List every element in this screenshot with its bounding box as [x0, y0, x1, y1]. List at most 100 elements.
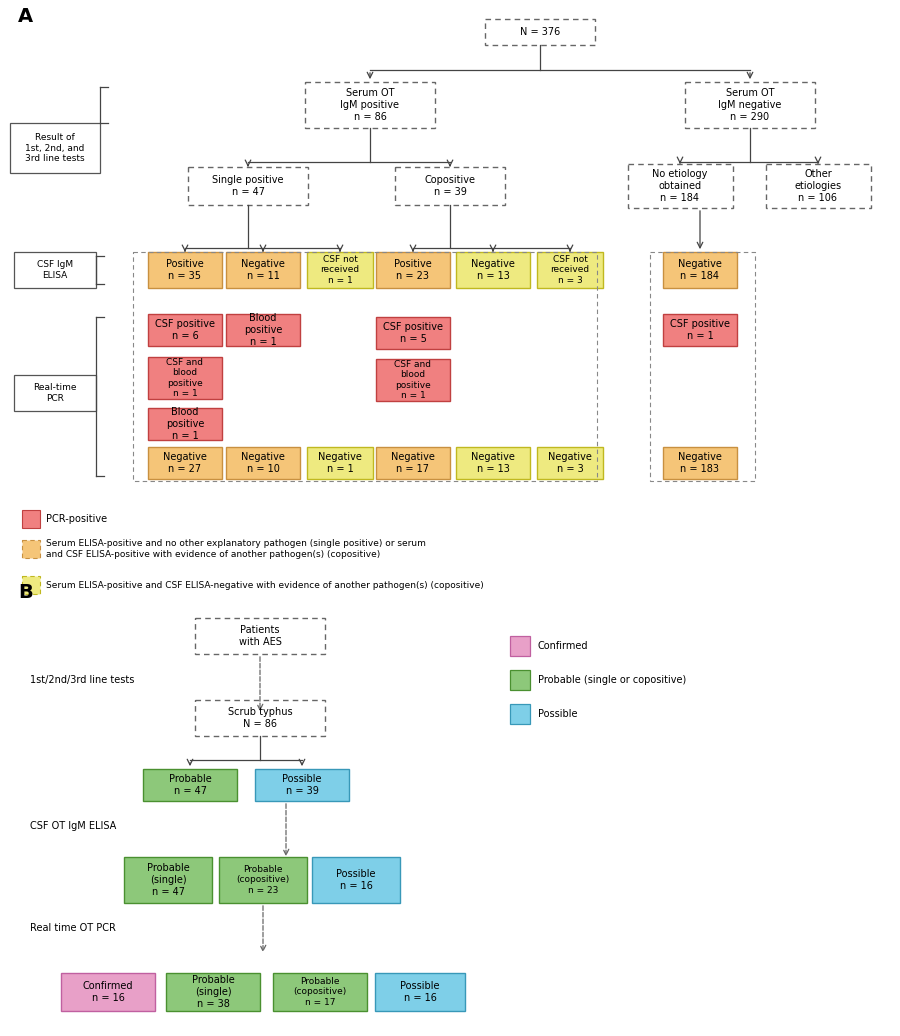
FancyBboxPatch shape [376, 252, 450, 288]
Text: Result of
1st, 2nd, and
3rd line tests: Result of 1st, 2nd, and 3rd line tests [25, 133, 85, 163]
Text: CSF positive
n = 1: CSF positive n = 1 [670, 319, 730, 341]
FancyBboxPatch shape [312, 857, 400, 903]
Text: CSF positive
n = 6: CSF positive n = 6 [155, 319, 215, 341]
Text: Positive
n = 35: Positive n = 35 [166, 259, 204, 281]
Text: Blood
positive
n = 1: Blood positive n = 1 [166, 407, 204, 440]
FancyBboxPatch shape [537, 252, 603, 288]
Text: No etiology
obtained
n = 184: No etiology obtained n = 184 [652, 170, 707, 203]
Text: CSF not
received
n = 1: CSF not received n = 1 [320, 255, 360, 285]
Text: Serum OT
IgM positive
n = 86: Serum OT IgM positive n = 86 [340, 88, 400, 121]
FancyBboxPatch shape [376, 447, 450, 479]
Text: Possible
n = 16: Possible n = 16 [337, 869, 376, 891]
FancyBboxPatch shape [307, 447, 373, 479]
FancyBboxPatch shape [456, 447, 530, 479]
Text: Negative
n = 10: Negative n = 10 [241, 452, 285, 473]
Text: CSF OT IgM ELISA: CSF OT IgM ELISA [30, 821, 116, 831]
Text: B: B [18, 583, 32, 602]
Text: Negative
n = 27: Negative n = 27 [163, 452, 207, 473]
Text: Real-time
PCR: Real-time PCR [33, 383, 76, 403]
FancyBboxPatch shape [663, 252, 737, 288]
FancyBboxPatch shape [226, 447, 300, 479]
FancyBboxPatch shape [375, 973, 465, 1011]
Text: Possible: Possible [538, 709, 578, 719]
Text: A: A [18, 7, 33, 26]
FancyBboxPatch shape [14, 252, 96, 288]
Text: Negative
n = 11: Negative n = 11 [241, 259, 285, 281]
FancyBboxPatch shape [61, 973, 155, 1011]
Text: Serum ELISA-positive and no other explanatory pathogen (single positive) or seru: Serum ELISA-positive and no other explan… [46, 540, 426, 558]
Text: Negative
n = 1: Negative n = 1 [318, 452, 362, 473]
Text: Confirmed: Confirmed [538, 641, 589, 651]
FancyBboxPatch shape [685, 82, 815, 128]
FancyBboxPatch shape [766, 164, 870, 208]
FancyBboxPatch shape [14, 375, 96, 411]
Text: Negative
n = 184: Negative n = 184 [678, 259, 722, 281]
FancyBboxPatch shape [395, 167, 505, 205]
Text: Negative
n = 13: Negative n = 13 [471, 259, 515, 281]
FancyBboxPatch shape [124, 857, 212, 903]
Text: CSF IgM
ELISA: CSF IgM ELISA [37, 260, 73, 280]
Text: Negative
n = 13: Negative n = 13 [471, 452, 515, 473]
FancyBboxPatch shape [188, 167, 308, 205]
FancyBboxPatch shape [148, 408, 222, 440]
FancyBboxPatch shape [305, 82, 435, 128]
Text: Probable
(single)
n = 38: Probable (single) n = 38 [192, 976, 234, 1009]
FancyBboxPatch shape [510, 704, 530, 724]
FancyBboxPatch shape [219, 857, 307, 903]
FancyBboxPatch shape [510, 670, 530, 690]
Text: CSF and
blood
positive
n = 1: CSF and blood positive n = 1 [166, 357, 203, 398]
FancyBboxPatch shape [22, 540, 40, 558]
FancyBboxPatch shape [627, 164, 733, 208]
FancyBboxPatch shape [663, 314, 737, 346]
Text: Positive
n = 23: Positive n = 23 [394, 259, 432, 281]
FancyBboxPatch shape [273, 973, 367, 1011]
Text: Other
etiologies
n = 106: Other etiologies n = 106 [795, 170, 842, 203]
FancyBboxPatch shape [376, 317, 450, 349]
FancyBboxPatch shape [510, 636, 530, 656]
Text: CSF and
blood
positive
n = 1: CSF and blood positive n = 1 [394, 359, 431, 400]
FancyBboxPatch shape [148, 357, 222, 399]
FancyBboxPatch shape [307, 252, 373, 288]
Text: Negative
n = 183: Negative n = 183 [678, 452, 722, 473]
Text: Confirmed
n = 16: Confirmed n = 16 [83, 981, 133, 1003]
FancyBboxPatch shape [148, 252, 222, 288]
FancyBboxPatch shape [255, 769, 349, 801]
Text: Patients
with AES: Patients with AES [238, 625, 282, 646]
Text: Probable
(single)
n = 47: Probable (single) n = 47 [147, 863, 189, 896]
FancyBboxPatch shape [195, 618, 325, 654]
FancyBboxPatch shape [537, 447, 603, 479]
Text: Real time OT PCR: Real time OT PCR [30, 923, 116, 933]
FancyBboxPatch shape [663, 447, 737, 479]
Text: Negative
n = 3: Negative n = 3 [548, 452, 592, 473]
Text: Serum ELISA-positive and CSF ELISA-negative with evidence of another pathogen(s): Serum ELISA-positive and CSF ELISA-negat… [46, 580, 484, 589]
Text: Probable
n = 47: Probable n = 47 [168, 774, 212, 796]
Text: PCR-positive: PCR-positive [46, 514, 107, 524]
Text: CSF positive
n = 5: CSF positive n = 5 [383, 322, 443, 344]
Text: Blood
positive
n = 1: Blood positive n = 1 [244, 314, 283, 347]
Text: Scrub typhus
N = 86: Scrub typhus N = 86 [228, 708, 292, 728]
Text: Negative
n = 17: Negative n = 17 [392, 452, 435, 473]
Text: Probable
(copositive)
n = 23: Probable (copositive) n = 23 [237, 865, 290, 895]
Text: 1st/2nd/3rd line tests: 1st/2nd/3rd line tests [30, 675, 134, 685]
Text: Serum OT
IgM negative
n = 290: Serum OT IgM negative n = 290 [718, 88, 782, 121]
FancyBboxPatch shape [148, 447, 222, 479]
FancyBboxPatch shape [143, 769, 237, 801]
Text: Probable (single or copositive): Probable (single or copositive) [538, 675, 686, 685]
Text: Copositive
n = 39: Copositive n = 39 [425, 175, 475, 197]
Text: Single positive
n = 47: Single positive n = 47 [212, 175, 284, 197]
FancyBboxPatch shape [22, 576, 40, 594]
FancyBboxPatch shape [195, 700, 325, 736]
Text: Probable
(copositive)
n = 17: Probable (copositive) n = 17 [293, 977, 346, 1007]
FancyBboxPatch shape [376, 359, 450, 401]
FancyBboxPatch shape [22, 510, 40, 528]
FancyBboxPatch shape [226, 314, 300, 346]
FancyBboxPatch shape [166, 973, 260, 1011]
FancyBboxPatch shape [10, 123, 100, 173]
Text: Possible
n = 16: Possible n = 16 [400, 981, 440, 1003]
Text: Possible
n = 39: Possible n = 39 [283, 774, 322, 796]
Text: N = 376: N = 376 [520, 27, 560, 37]
FancyBboxPatch shape [485, 19, 595, 45]
Text: CSF not
received
n = 3: CSF not received n = 3 [551, 255, 590, 285]
FancyBboxPatch shape [148, 314, 222, 346]
FancyBboxPatch shape [226, 252, 300, 288]
